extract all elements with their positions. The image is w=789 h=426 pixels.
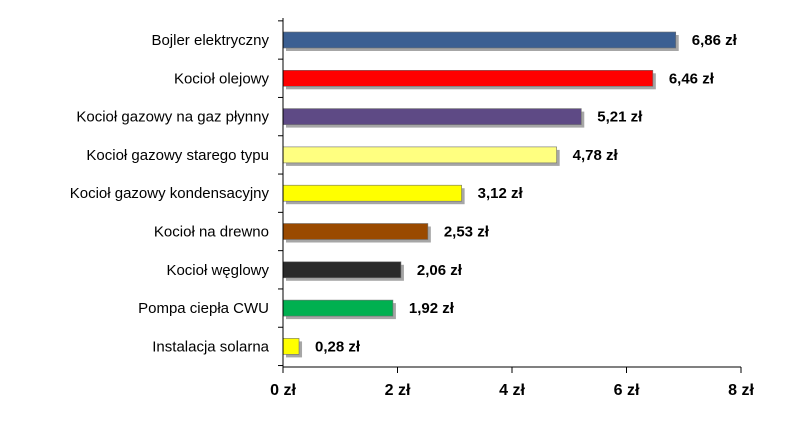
- bar-4: [282, 146, 557, 164]
- bar-3: [282, 108, 582, 125]
- category-label: Kocioł gazowy starego typu: [86, 147, 269, 164]
- value-label: 0,28 zł: [315, 338, 361, 355]
- bar-9: [282, 338, 300, 355]
- value-label: 4,78 zł: [573, 147, 619, 164]
- bar-8: [282, 299, 394, 317]
- value-label: 5,21 zł: [597, 109, 643, 126]
- category-label: Kocioł gazowy kondensacyjny: [70, 185, 270, 202]
- value-label: 1,92 zł: [409, 300, 455, 317]
- category-label: Kocioł gazowy na gaz płynny: [76, 109, 269, 126]
- bar-1: [282, 31, 677, 49]
- bar-5: [282, 184, 462, 202]
- category-label: Kocioł olejowy: [174, 70, 270, 87]
- category-label: Kocioł na drewno: [154, 224, 269, 241]
- bar-2: [282, 70, 654, 87]
- category-label: Instalacja solarna: [152, 338, 269, 355]
- bars-layer: [282, 31, 679, 358]
- value-label: 6,86 zł: [692, 32, 738, 49]
- x-tick-label: 2 zł: [385, 382, 411, 399]
- category-label: Pompa ciepła CWU: [138, 300, 269, 317]
- value-label: 6,46 zł: [669, 70, 715, 87]
- labels-layer: Bojler elektryczny 6,86 zł Kocioł olejowy 6…: [70, 32, 755, 399]
- x-tick-label: 0 zł: [270, 382, 296, 399]
- x-tick-label: 8 zł: [728, 382, 754, 399]
- category-label: Bojler elektryczny: [151, 32, 269, 49]
- value-label: 3,12 zł: [478, 185, 524, 202]
- value-label: 2,06 zł: [417, 262, 463, 279]
- category-label: Kocioł węglowy: [166, 262, 269, 279]
- bar-7: [282, 261, 402, 279]
- value-label: 2,53 zł: [444, 224, 490, 241]
- x-tick-label: 6 zł: [614, 382, 640, 399]
- bar-6: [282, 223, 429, 240]
- x-tick-label: 4 zł: [499, 382, 525, 399]
